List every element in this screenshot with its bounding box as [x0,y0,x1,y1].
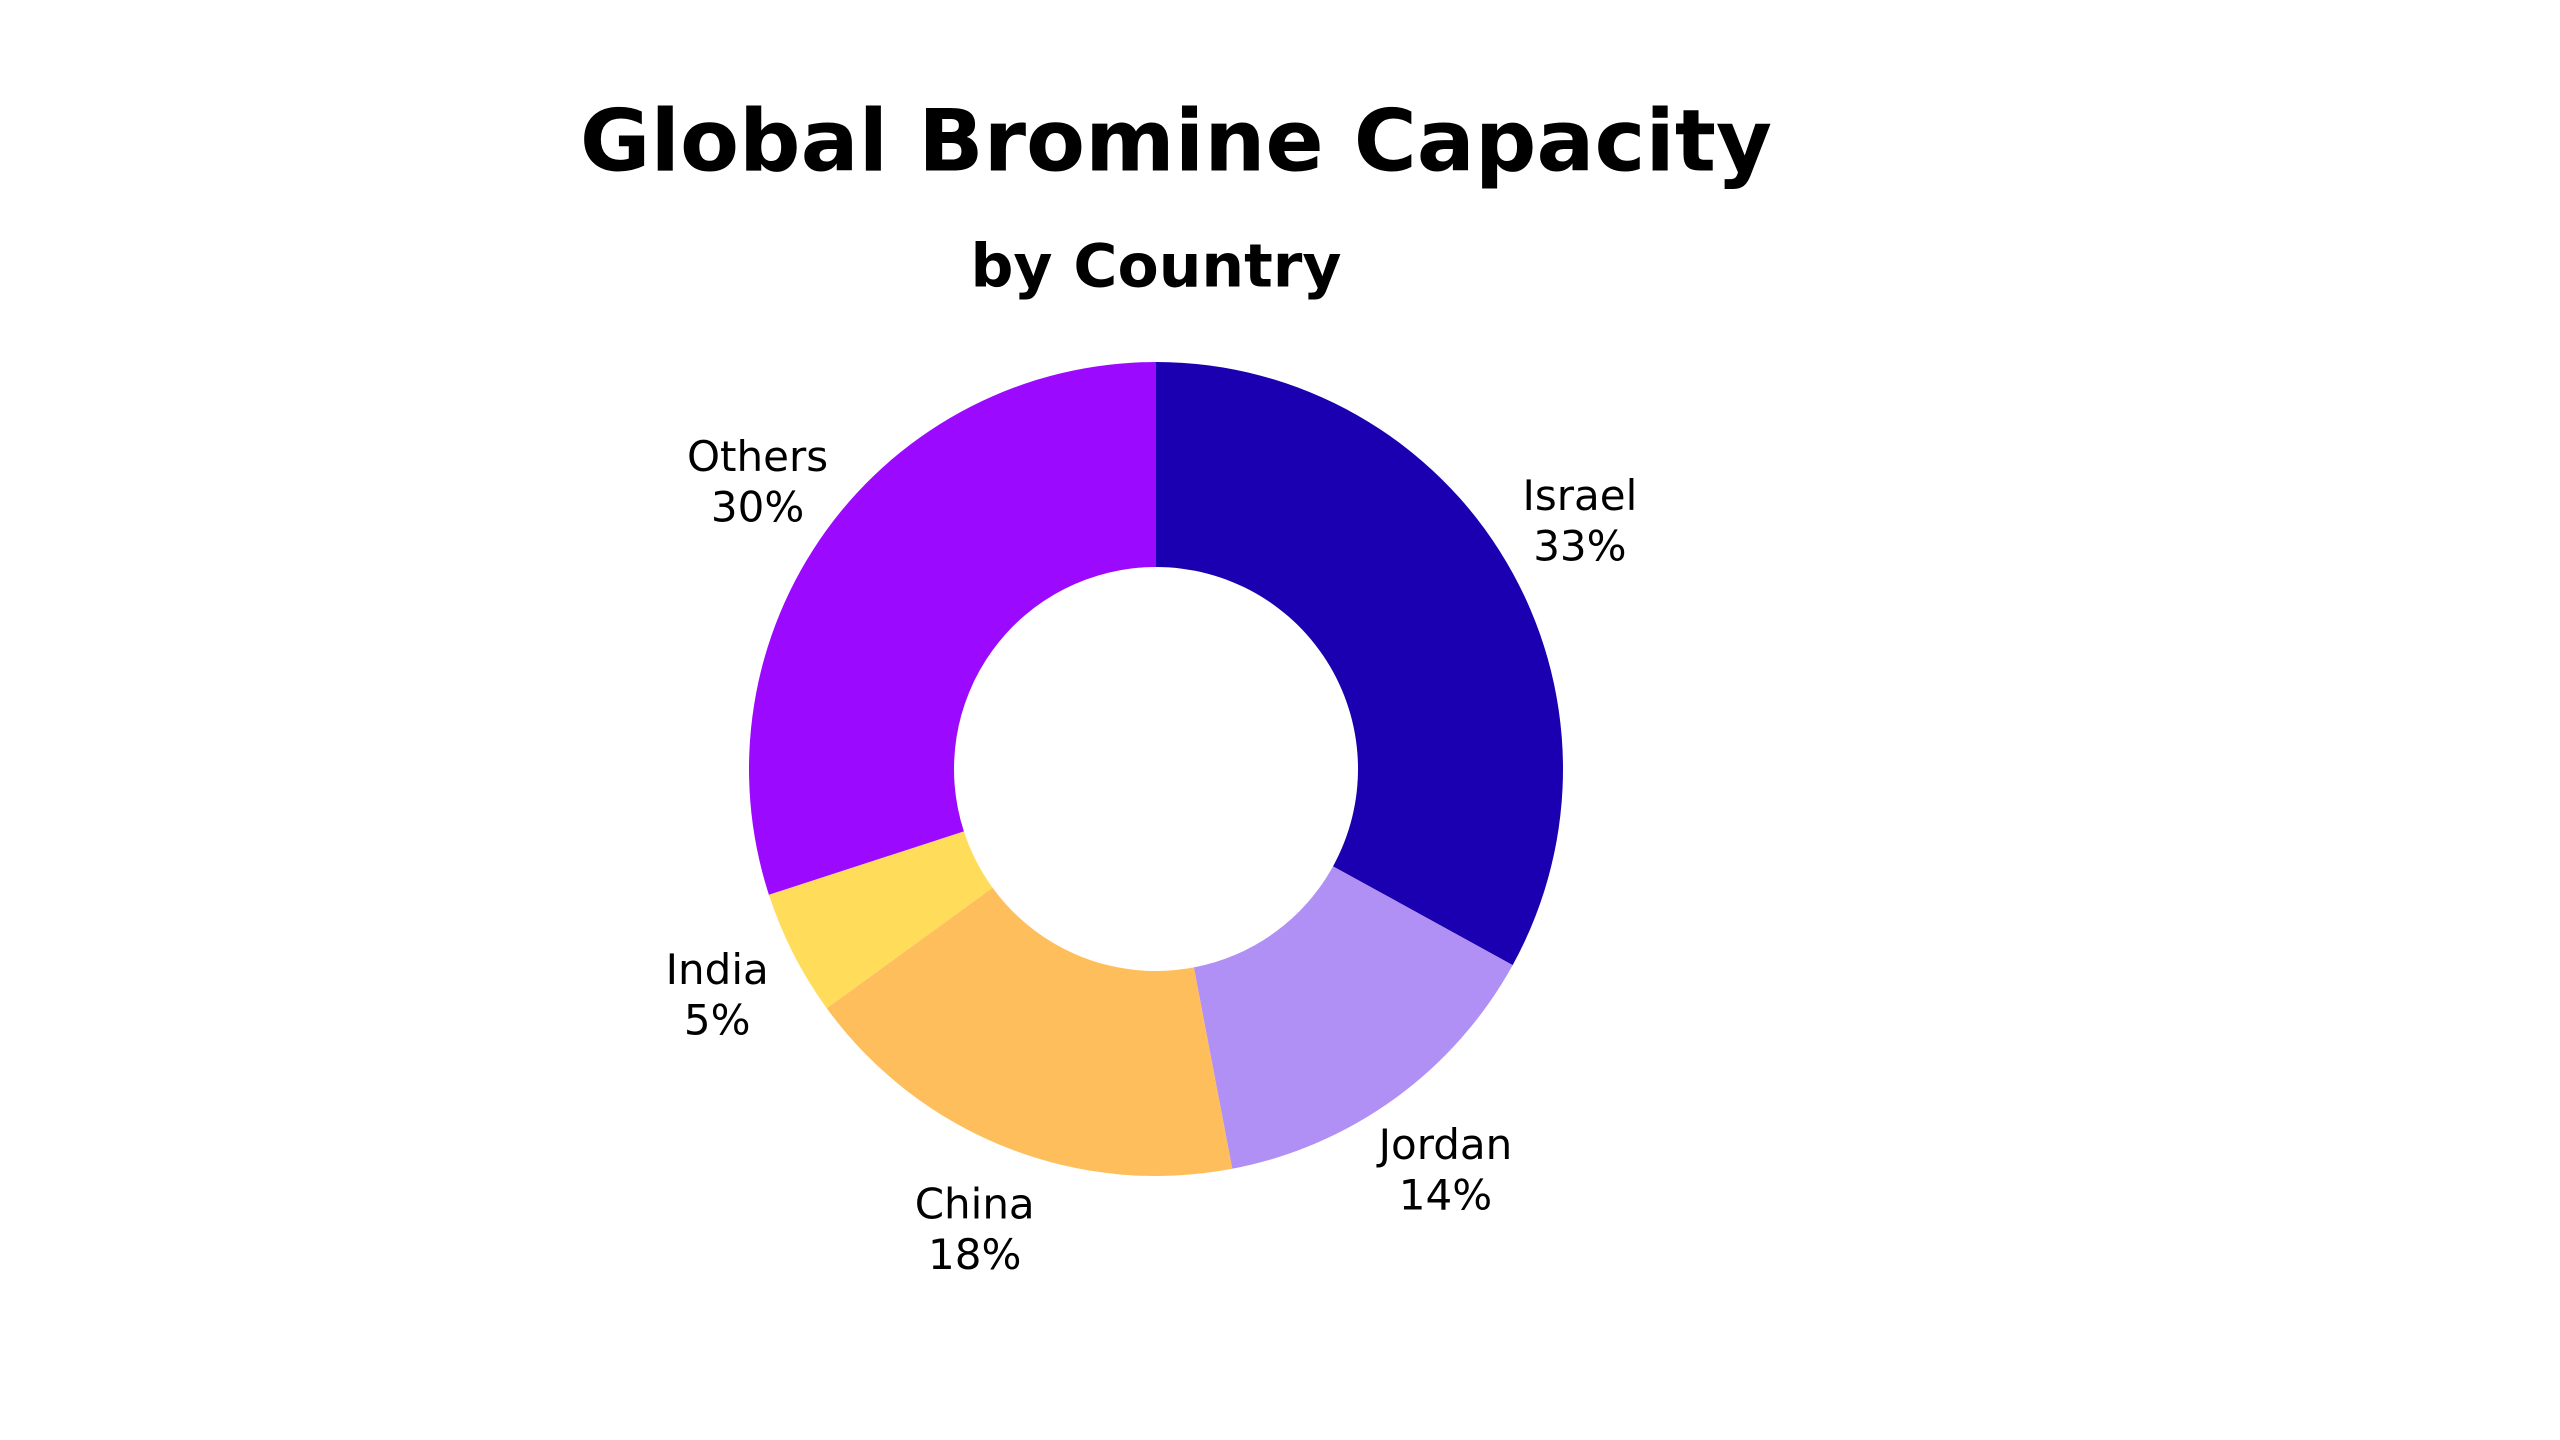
slice-label: Jordan 14% [1376,1120,1513,1219]
category-label: Israel [1522,471,1637,520]
value-label: 33% [1533,521,1626,570]
value-label: 18% [928,1230,1021,1279]
value-label: 5% [684,996,751,1045]
donut-slice [826,887,1233,1176]
donut-slice [1156,362,1563,966]
value-label: 30% [711,483,804,532]
slice-label: Israel 33% [1522,471,1637,570]
chart-title: Global Bromine Capacity [580,91,1772,191]
category-label: Others [687,432,828,481]
donut-slice [768,831,993,1009]
slice-label: China 18% [915,1179,1035,1278]
category-label: Jordan [1376,1120,1513,1169]
value-label: 14% [1399,1170,1492,1219]
category-label: India [666,945,769,994]
slice-label: India 5% [666,945,769,1044]
donut-slice [749,362,1156,895]
donut-slice [1193,866,1513,1169]
category-label: China [915,1179,1035,1228]
slice-label: Others 30% [687,432,828,531]
chart-subtitle: by Country [970,232,1341,302]
